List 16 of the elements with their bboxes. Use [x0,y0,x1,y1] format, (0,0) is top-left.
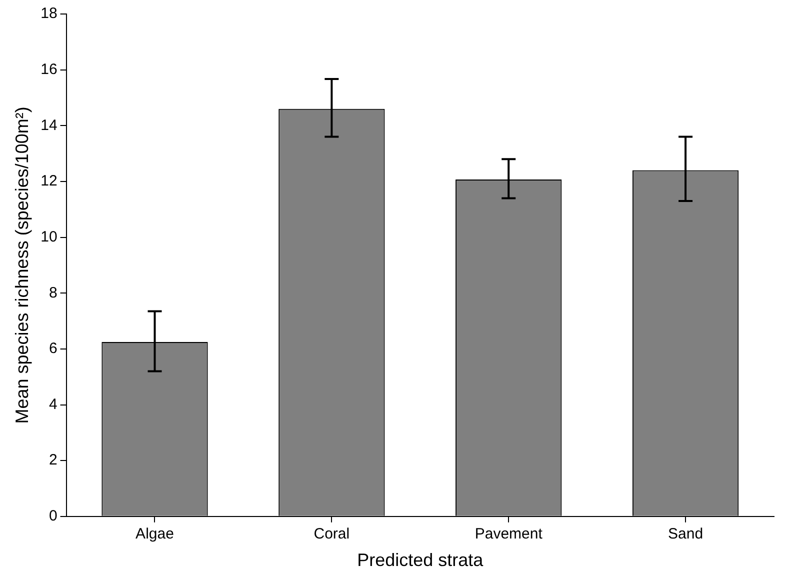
y-tick-label: 18 [40,5,58,22]
y-tick-label: 14 [40,116,58,134]
y-tick-label: 0 [48,508,58,525]
y-tick-label: 10 [40,228,58,246]
y-tick-label: 6 [48,340,58,358]
y-tick-label: 2 [48,452,58,469]
x-axis-title: Predicted strata [357,550,484,570]
y-tick-label: 12 [40,172,58,190]
x-tick-label: Coral [314,526,350,543]
y-tick-label: 4 [48,396,58,413]
x-tick-label: Sand [668,526,704,543]
y-tick-label: 8 [48,284,58,302]
y-tick-label: 16 [40,60,58,78]
x-tick-label: Pavement [474,526,544,543]
x-tick-label: Algae [136,526,174,543]
y-axis-title: Mean species richness (species/100m²) [12,106,32,424]
